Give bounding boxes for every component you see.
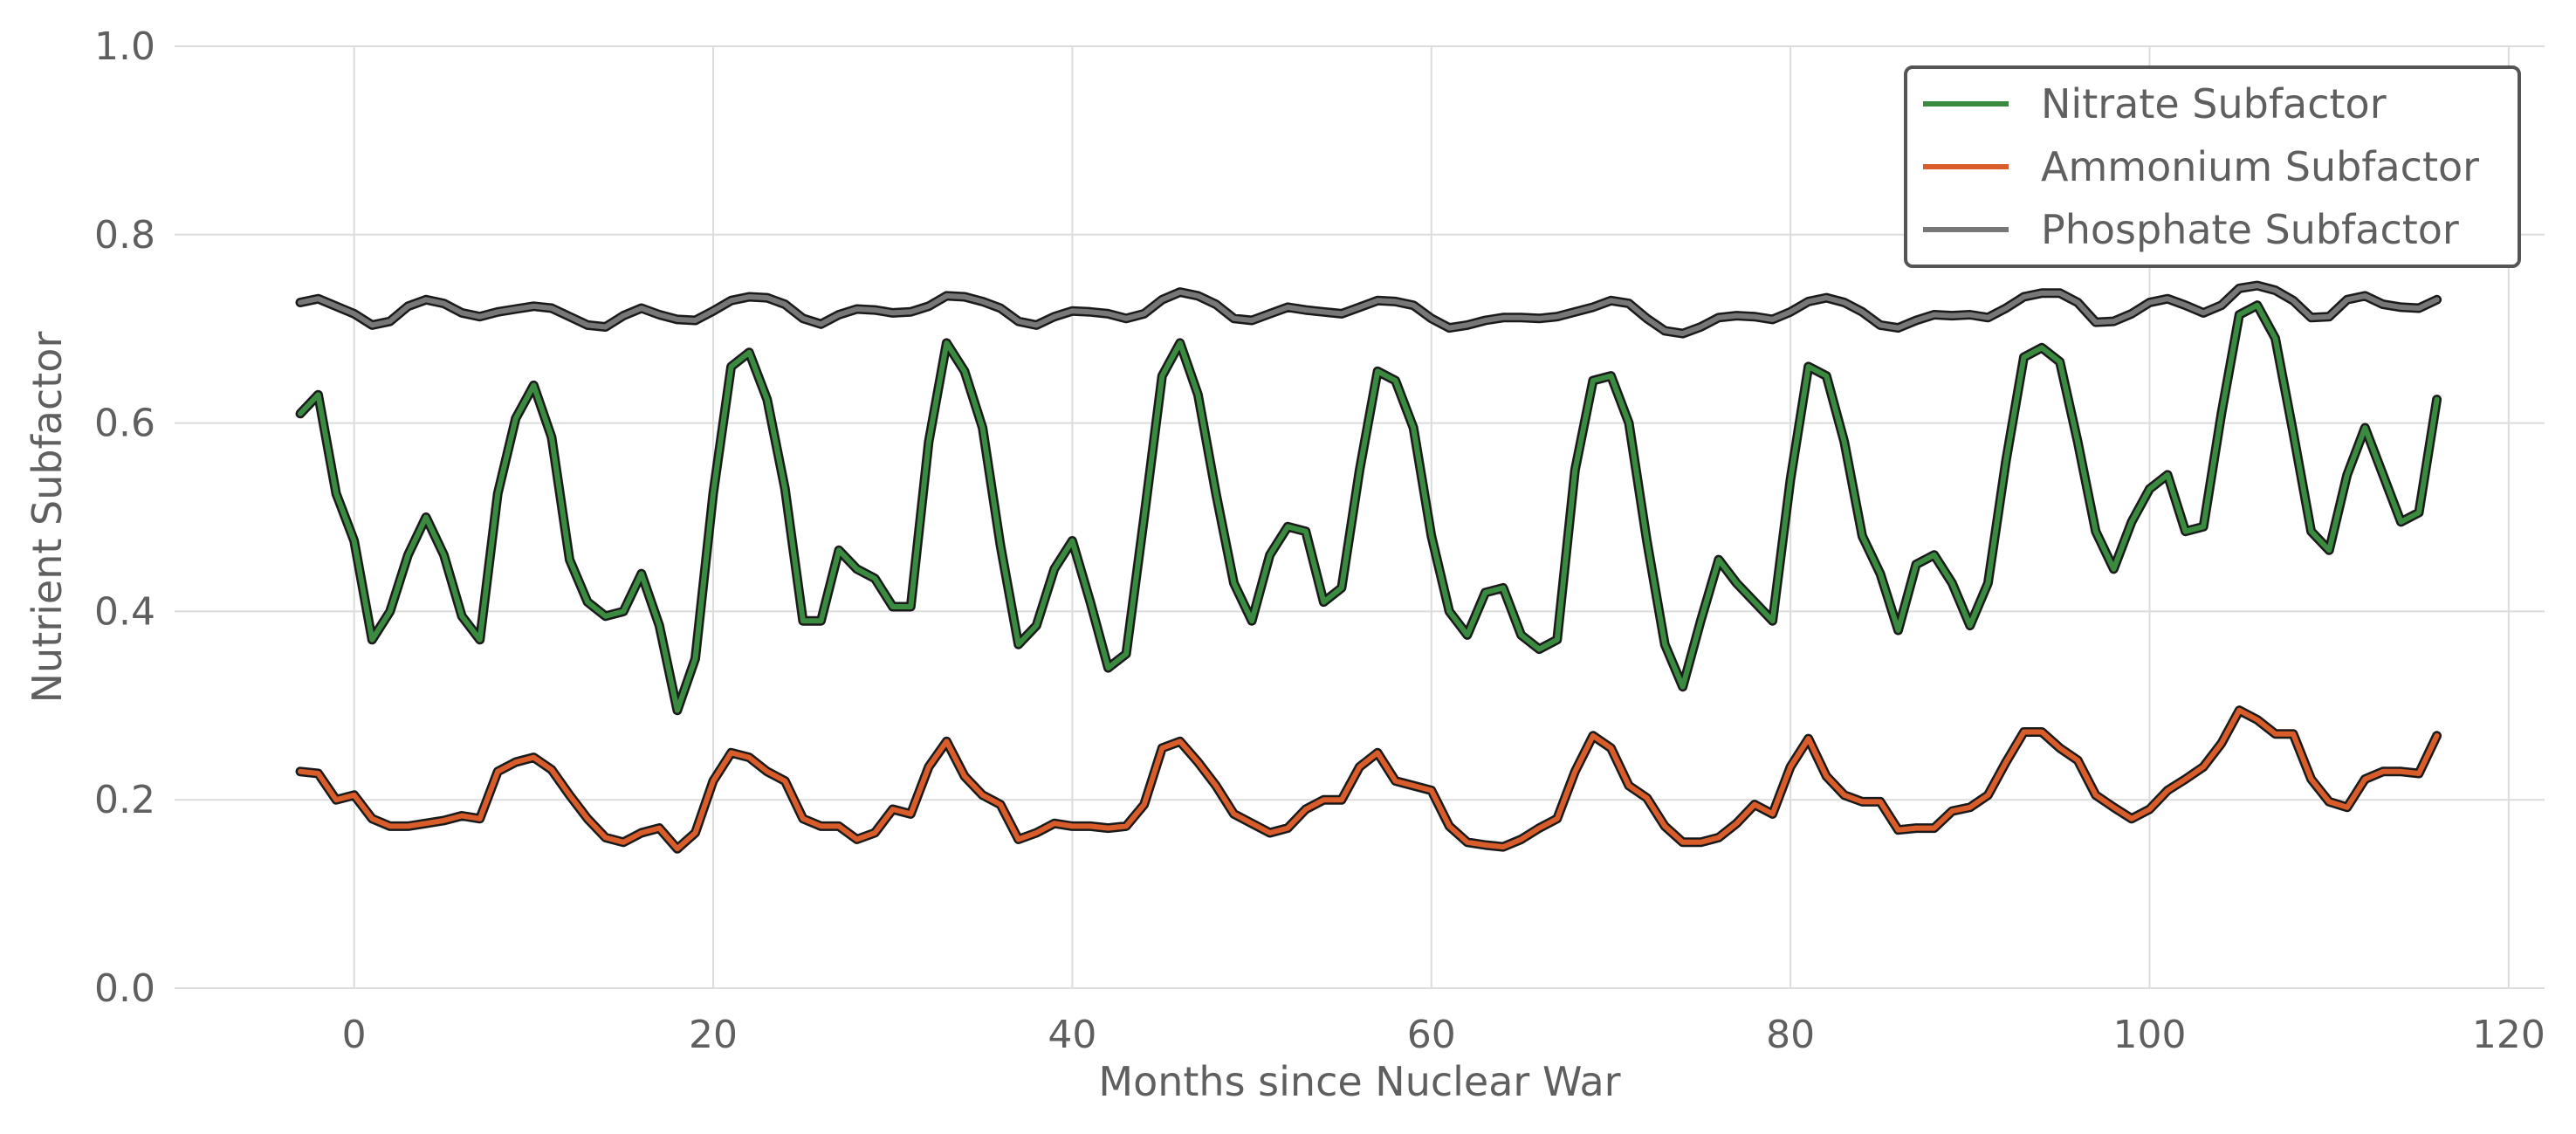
y-axis-label: Nutrient Subfactor bbox=[24, 332, 71, 704]
series-line bbox=[298, 283, 2440, 337]
x-tick-label: 60 bbox=[1407, 1013, 1456, 1057]
x-tick-label: 20 bbox=[689, 1013, 738, 1057]
series-3 bbox=[295, 280, 2442, 339]
y-tick-labels: 0.0 0.2 0.4 0.6 0.8 1.0 bbox=[94, 24, 155, 1011]
legend-items: Nitrate Subfactor Ammonium Subfactor Phosp… bbox=[1923, 80, 2479, 253]
x-tick-label: 100 bbox=[2113, 1013, 2187, 1057]
series-outline bbox=[295, 300, 2442, 716]
series-outline bbox=[295, 280, 2442, 339]
y-tick-label: 0.4 bbox=[94, 589, 155, 634]
y-tick-label: 0.8 bbox=[94, 213, 155, 258]
y-tick-label: 0.6 bbox=[94, 402, 155, 446]
y-tick-label: 0.2 bbox=[94, 778, 155, 822]
series-line bbox=[298, 302, 2440, 713]
series-2 bbox=[295, 705, 2442, 854]
x-tick-labels: 0 20 40 60 80 100 120 bbox=[342, 1013, 2545, 1057]
x-tick-label: 40 bbox=[1048, 1013, 1096, 1057]
x-axis-label: Months since Nuclear War bbox=[1098, 1058, 1620, 1105]
y-tick-label: 1.0 bbox=[94, 24, 155, 69]
x-tick-label: 120 bbox=[2472, 1013, 2545, 1057]
y-tick-label: 0.0 bbox=[94, 966, 155, 1011]
legend: Nitrate Subfactor Ammonium Subfactor Phosp… bbox=[1904, 65, 2521, 268]
series-1 bbox=[295, 300, 2442, 716]
legend-label: Nitrate Subfactor bbox=[2041, 80, 2387, 127]
legend-label: Phosphate Subfactor bbox=[2041, 206, 2459, 253]
series-lines bbox=[295, 280, 2442, 854]
legend-label: Ammonium Subfactor bbox=[2041, 143, 2479, 190]
x-tick-label: 0 bbox=[342, 1013, 367, 1057]
series-line bbox=[298, 707, 2440, 852]
series-outline bbox=[295, 705, 2442, 854]
x-tick-label: 80 bbox=[1766, 1013, 1815, 1057]
legend-box bbox=[1904, 65, 2521, 268]
